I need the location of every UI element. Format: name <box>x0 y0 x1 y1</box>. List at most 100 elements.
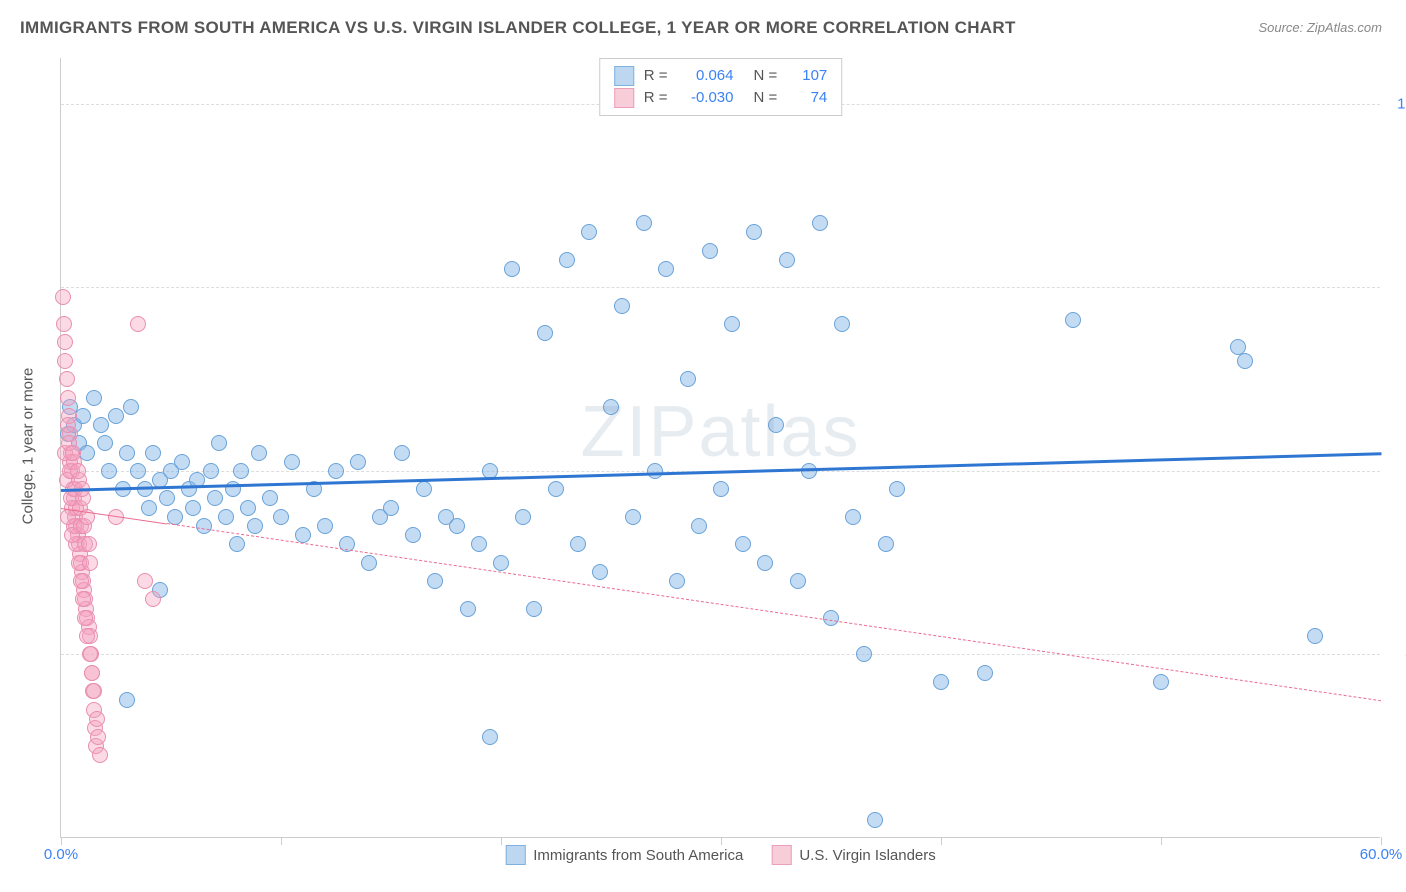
data-point <box>427 573 443 589</box>
legend-label: U.S. Virgin Islanders <box>799 847 935 864</box>
data-point <box>60 390 76 406</box>
legend-swatch <box>771 845 791 865</box>
data-point <box>581 224 597 240</box>
data-point <box>592 564 608 580</box>
data-point <box>211 435 227 451</box>
legend-label: Immigrants from South America <box>533 847 743 864</box>
data-point <box>207 490 223 506</box>
data-point <box>790 573 806 589</box>
data-point <box>57 353 73 369</box>
data-point <box>196 518 212 534</box>
data-point <box>746 224 762 240</box>
data-point <box>614 298 630 314</box>
data-point <box>515 509 531 525</box>
data-point <box>57 334 73 350</box>
x-tick-label: 60.0% <box>1360 846 1403 863</box>
data-point <box>328 463 344 479</box>
data-point <box>218 509 234 525</box>
data-point <box>130 316 146 332</box>
data-point <box>295 527 311 543</box>
data-point <box>60 417 76 433</box>
n-label: N = <box>754 87 778 109</box>
data-point <box>240 500 256 516</box>
data-point <box>65 445 81 461</box>
x-tick <box>721 837 722 845</box>
data-point <box>724 316 740 332</box>
data-point <box>636 215 652 231</box>
data-point <box>460 601 476 617</box>
data-point <box>273 509 289 525</box>
data-point <box>812 215 828 231</box>
data-point <box>101 463 117 479</box>
data-point <box>680 371 696 387</box>
data-point <box>55 289 71 305</box>
data-point <box>625 509 641 525</box>
legend-swatch <box>614 88 634 108</box>
data-point <box>56 316 72 332</box>
data-point <box>669 573 685 589</box>
data-point <box>119 692 135 708</box>
data-point <box>559 252 575 268</box>
data-point <box>878 536 894 552</box>
data-point <box>603 399 619 415</box>
trend-line <box>167 523 1382 701</box>
legend-row: R =0.064N =107 <box>614 65 828 87</box>
data-point <box>1307 628 1323 644</box>
data-point <box>768 417 784 433</box>
x-tick <box>941 837 942 845</box>
data-point <box>416 481 432 497</box>
data-point <box>82 646 98 662</box>
data-point <box>77 610 93 626</box>
r-label: R = <box>644 87 668 109</box>
data-point <box>889 481 905 497</box>
n-value: 107 <box>787 65 827 87</box>
data-point <box>537 325 553 341</box>
data-point <box>247 518 263 534</box>
data-point <box>174 454 190 470</box>
data-point <box>570 536 586 552</box>
data-point <box>108 408 124 424</box>
data-point <box>394 445 410 461</box>
gridline <box>61 654 1380 655</box>
data-point <box>86 683 102 699</box>
data-point <box>75 591 91 607</box>
data-point <box>82 555 98 571</box>
source-label: Source: <box>1258 20 1306 35</box>
y-axis-label: College, 1 year or more <box>20 368 37 525</box>
r-label: R = <box>644 65 668 87</box>
data-point <box>493 555 509 571</box>
data-point <box>702 243 718 259</box>
source-value: ZipAtlas.com <box>1307 20 1382 35</box>
x-tick-label: 0.0% <box>44 846 78 863</box>
legend-swatch <box>505 845 525 865</box>
data-point <box>933 674 949 690</box>
chart-title: IMMIGRANTS FROM SOUTH AMERICA VS U.S. VI… <box>20 18 1016 38</box>
data-point <box>92 747 108 763</box>
data-point <box>203 463 219 479</box>
data-point <box>233 463 249 479</box>
legend-item: U.S. Virgin Islanders <box>771 845 935 865</box>
r-value: -0.030 <box>678 87 734 109</box>
data-point <box>383 500 399 516</box>
data-point <box>658 261 674 277</box>
data-point <box>97 435 113 451</box>
data-point <box>1237 353 1253 369</box>
data-point <box>79 628 95 644</box>
data-point <box>84 665 100 681</box>
data-point <box>159 490 175 506</box>
series-legend: Immigrants from South America U.S. Virgin… <box>505 845 936 865</box>
data-point <box>137 573 153 589</box>
watermark: ZIPatlas <box>580 391 860 473</box>
data-point <box>361 555 377 571</box>
r-value: 0.064 <box>678 65 734 87</box>
data-point <box>75 408 91 424</box>
data-point <box>823 610 839 626</box>
data-point <box>1065 312 1081 328</box>
legend-item: Immigrants from South America <box>505 845 743 865</box>
data-point <box>89 711 105 727</box>
data-point <box>262 490 278 506</box>
x-tick <box>61 837 62 845</box>
data-point <box>59 371 75 387</box>
data-point <box>526 601 542 617</box>
data-point <box>845 509 861 525</box>
